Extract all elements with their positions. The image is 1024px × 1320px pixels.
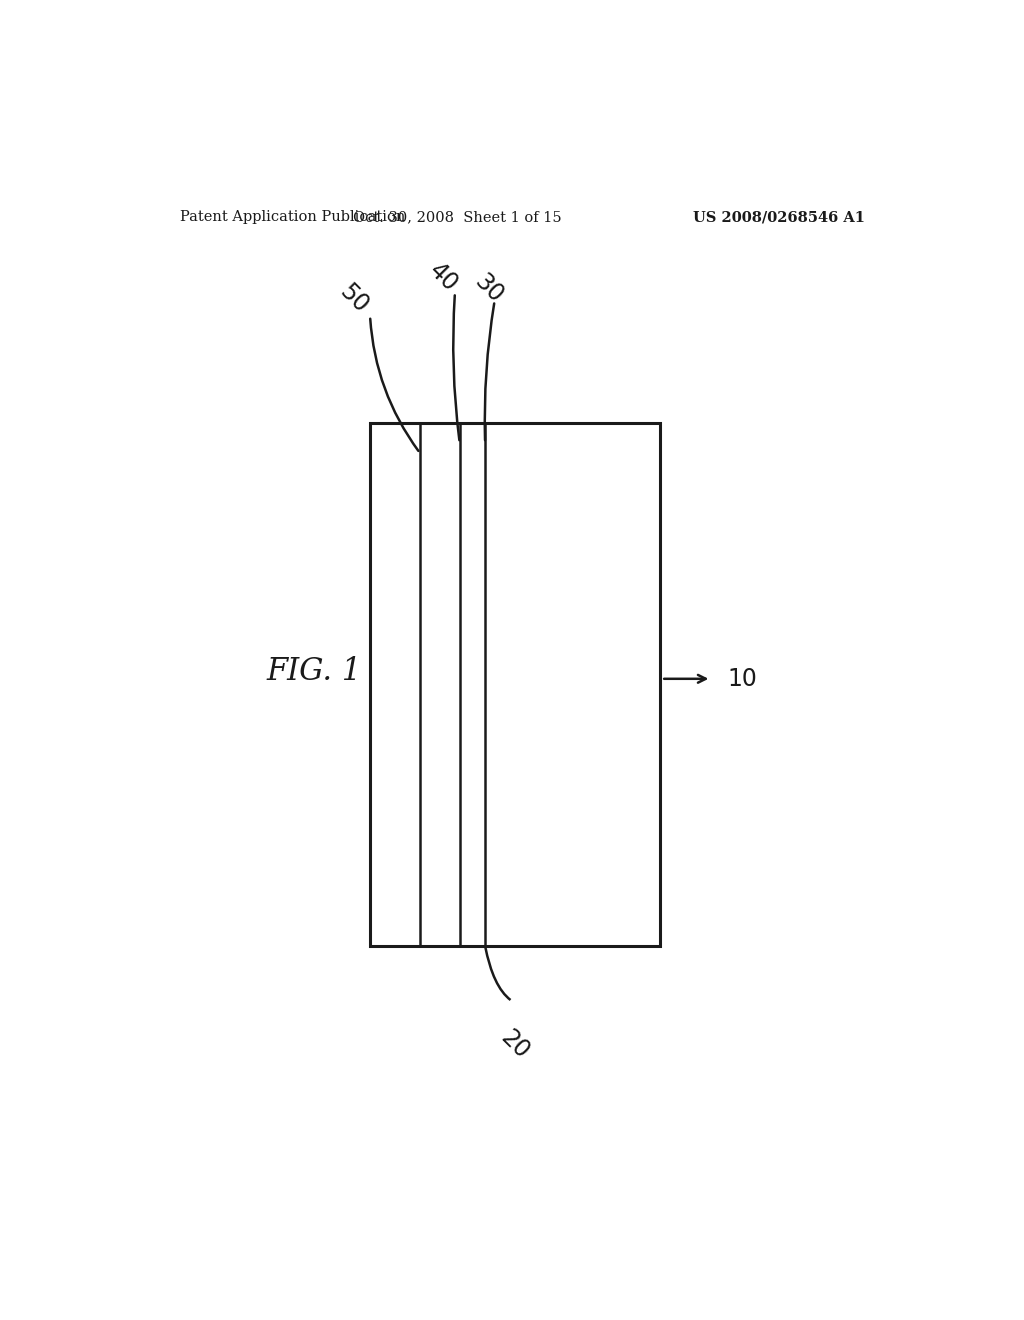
Text: 20: 20 xyxy=(496,1026,534,1064)
Text: 10: 10 xyxy=(727,667,757,690)
Text: FIG. 1: FIG. 1 xyxy=(267,656,362,688)
Bar xyxy=(370,422,659,946)
Text: Patent Application Publication: Patent Application Publication xyxy=(179,210,404,224)
Text: 30: 30 xyxy=(470,269,508,308)
Text: US 2008/0268546 A1: US 2008/0268546 A1 xyxy=(693,210,864,224)
Text: 50: 50 xyxy=(335,280,374,318)
Text: Oct. 30, 2008  Sheet 1 of 15: Oct. 30, 2008 Sheet 1 of 15 xyxy=(353,210,561,224)
Text: 40: 40 xyxy=(425,259,463,297)
